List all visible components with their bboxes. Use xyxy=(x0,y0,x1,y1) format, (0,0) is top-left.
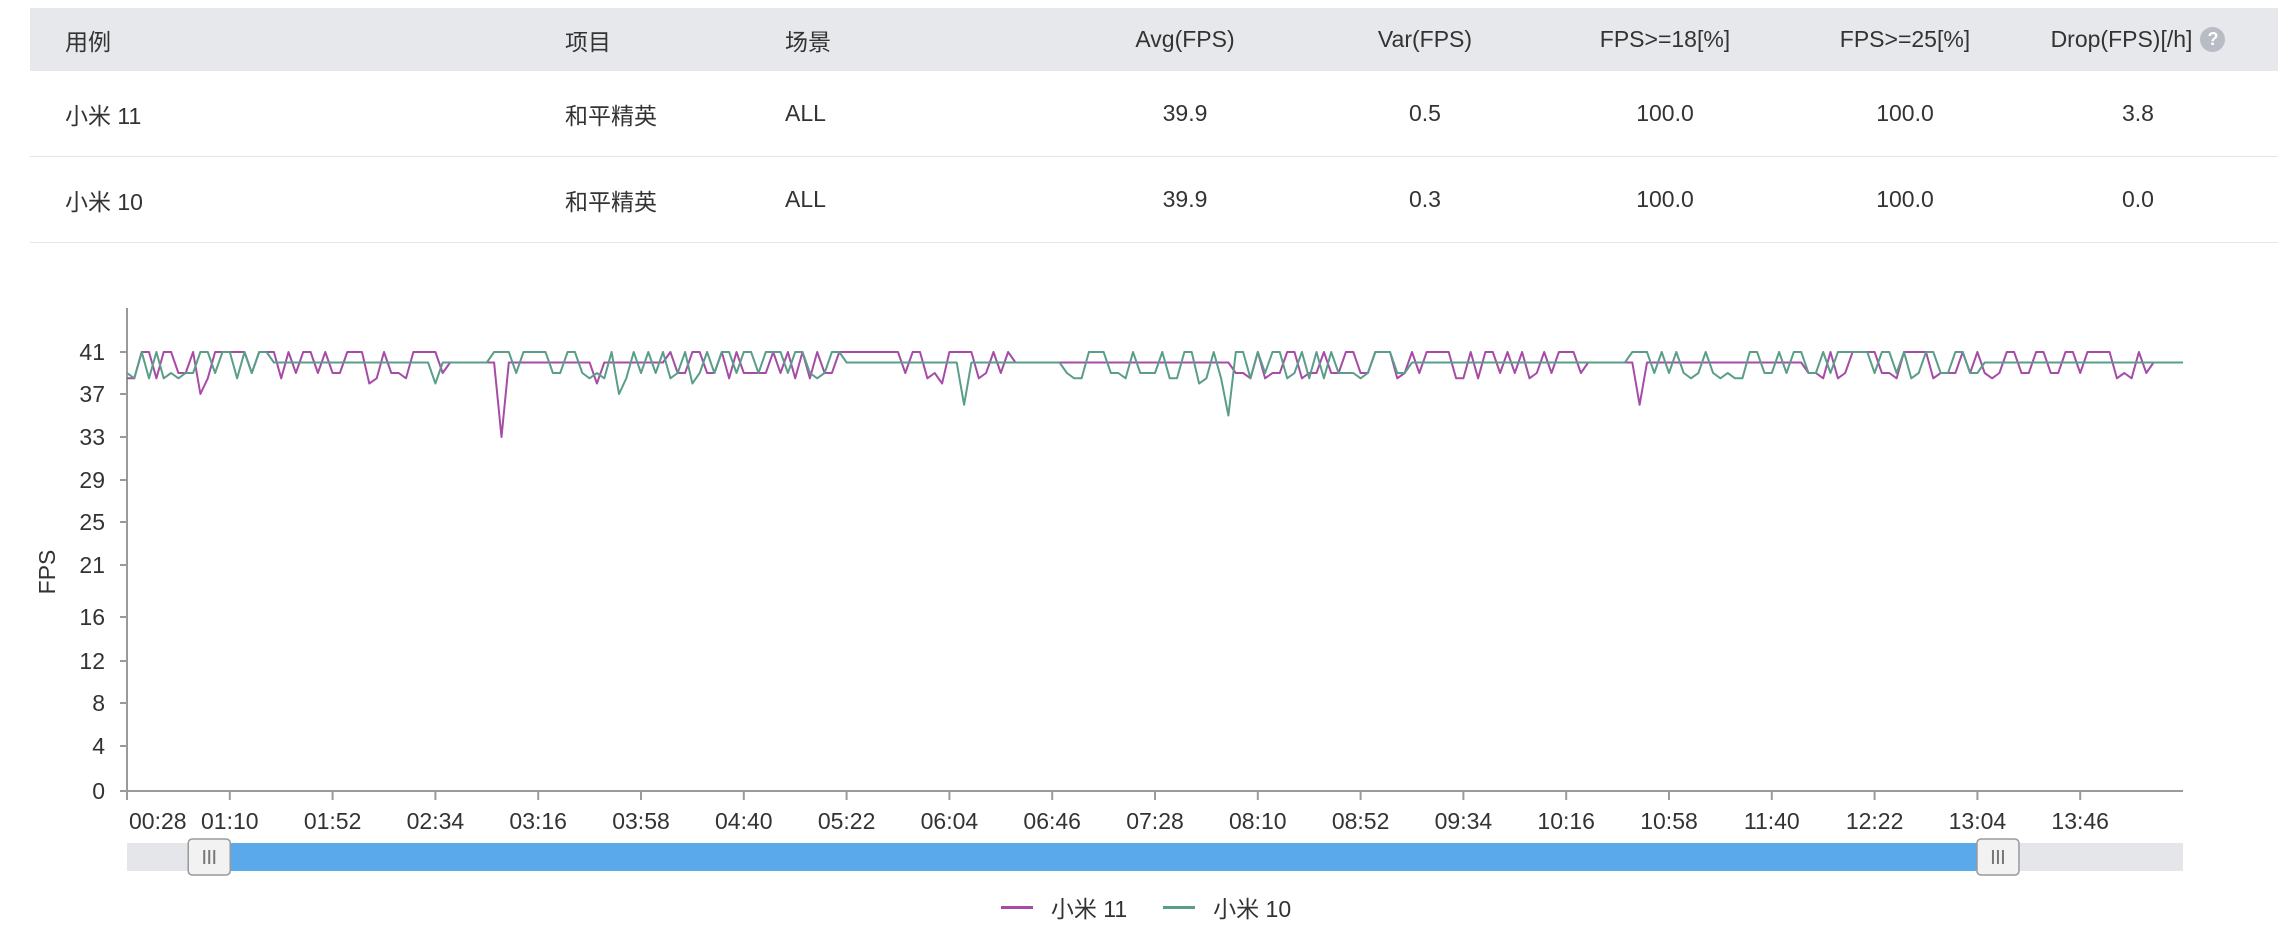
x-tick-label: 11:40 xyxy=(1744,808,1800,834)
cell-fps-ge-18: 100.0 xyxy=(1636,186,1694,212)
y-tick-label: 16 xyxy=(79,604,105,630)
zoom-left-handle[interactable] xyxy=(187,838,231,876)
header-label: 场景 xyxy=(785,28,831,55)
header-label: 项目 xyxy=(565,28,611,55)
cell-case: 小米 10 xyxy=(65,188,143,215)
legend-line-icon xyxy=(1000,905,1033,909)
y-tick-label: 25 xyxy=(79,509,105,535)
x-tick-label: 01:52 xyxy=(304,808,362,834)
table-header-row: 用例 项目 场景 Avg(FPS) Var(FPS) FPS>=18[%] FPS>=25[… xyxy=(30,8,2278,71)
y-tick-label: 0 xyxy=(92,778,105,804)
x-tick-label: 10:58 xyxy=(1640,808,1698,834)
y-tick-label: 12 xyxy=(79,648,105,674)
table-row: 小米 11 和平精英 ALL 39.9 0.5 100.0 100.0 3.8 xyxy=(30,71,2278,157)
header-drop-fps: Drop(FPS)[/h]? xyxy=(1988,8,2288,71)
legend-line-icon xyxy=(1163,905,1196,909)
x-tick-label: 04:40 xyxy=(715,808,773,834)
header-project: 项目 xyxy=(565,8,765,71)
help-icon[interactable]: ? xyxy=(2200,27,2226,52)
cell-project: 和平精英 xyxy=(565,188,657,215)
cell-scene: ALL xyxy=(785,100,826,126)
x-tick-label: 06:04 xyxy=(921,808,979,834)
y-tick-label: 4 xyxy=(92,733,105,759)
x-tick-label: 06:46 xyxy=(1023,808,1081,834)
cell-avg-fps: 39.9 xyxy=(1162,100,1208,126)
cell-project: 和平精英 xyxy=(565,102,657,129)
legend-item[interactable]: 小米 10 xyxy=(1163,890,1291,924)
y-tick-label: 33 xyxy=(79,424,105,450)
x-tick-label: 09:34 xyxy=(1435,808,1493,834)
header-avg-fps: Avg(FPS) xyxy=(1035,8,1335,71)
x-tick-label: 07:28 xyxy=(1126,808,1184,834)
header-fps-ge-18: FPS>=18[%] xyxy=(1515,8,1815,71)
x-tick-label: 13:04 xyxy=(1949,808,2007,834)
x-tick-label: 08:52 xyxy=(1332,808,1390,834)
x-tick-label: 08:10 xyxy=(1229,808,1287,834)
x-tick-label: 05:22 xyxy=(818,808,876,834)
header-case: 用例 xyxy=(65,8,365,71)
y-tick-label: 8 xyxy=(92,690,105,716)
header-label: FPS>=18[%] xyxy=(1599,26,1731,52)
series-line-mi10 xyxy=(126,351,2183,417)
y-axis-label: FPS xyxy=(34,550,60,595)
legend-item[interactable]: 小米 11 xyxy=(1000,890,1128,924)
cell-fps-ge-18: 100.0 xyxy=(1636,100,1694,126)
cell-drop-fps: 3.8 xyxy=(2122,100,2154,126)
cell-var-fps: 0.3 xyxy=(1409,186,1441,212)
x-tick-label: 13:46 xyxy=(2051,808,2109,834)
header-label: 用例 xyxy=(65,28,111,55)
fps-line-chart: 0 4 8 12 16 21 25 29 33 37 41 FPS 00:28 01:10 01:52 02:… xyxy=(34,308,2183,876)
header-label: Drop(FPS)[/h] xyxy=(2050,26,2193,52)
x-tick-label: 12:22 xyxy=(1846,808,1904,834)
series-line-mi11 xyxy=(127,351,2183,438)
x-tick-label: 03:58 xyxy=(612,808,670,834)
header-var-fps: Var(FPS) xyxy=(1275,8,1575,71)
cell-scene: ALL xyxy=(785,186,826,212)
cell-case: 小米 11 xyxy=(65,102,142,129)
y-tick-label: 21 xyxy=(79,552,105,578)
y-tick-label: 37 xyxy=(79,381,105,407)
y-tick-label: 29 xyxy=(79,467,105,493)
header-label: FPS>=25[%] xyxy=(1839,26,1971,52)
table-row: 小米 10 和平精英 ALL 39.9 0.3 100.0 100.0 0.0 xyxy=(30,157,2278,243)
x-tick-label: 01:10 xyxy=(201,808,259,834)
header-fps-ge-25: FPS>=25[%] xyxy=(1755,8,2055,71)
zoom-right-handle[interactable] xyxy=(1976,838,2020,876)
cell-avg-fps: 39.9 xyxy=(1162,186,1208,212)
chart-legend: 小米 11 小米 10 xyxy=(0,890,2292,924)
x-tick-label: 10:16 xyxy=(1537,808,1595,834)
fps-summary-table: 用例 项目 场景 Avg(FPS) Var(FPS) FPS>=18[%] FPS>=25[… xyxy=(30,8,2278,243)
header-scene: 场景 xyxy=(785,8,985,71)
legend-label: 小米 10 xyxy=(1213,896,1292,922)
x-tick-label: 02:34 xyxy=(407,808,465,834)
legend-label: 小米 11 xyxy=(1050,896,1128,922)
x-tick-label: 03:16 xyxy=(509,808,567,834)
zoom-selected-range[interactable] xyxy=(209,843,1998,871)
cell-var-fps: 0.5 xyxy=(1409,100,1441,126)
cell-fps-ge-25: 100.0 xyxy=(1876,100,1934,126)
cell-drop-fps: 0.0 xyxy=(2122,186,2154,212)
x-tick-label: 00:28 xyxy=(129,808,187,834)
header-label: Avg(FPS) xyxy=(1135,26,1235,52)
cell-fps-ge-25: 100.0 xyxy=(1876,186,1934,212)
y-tick-label: 41 xyxy=(79,339,105,365)
header-label: Var(FPS) xyxy=(1377,26,1473,52)
